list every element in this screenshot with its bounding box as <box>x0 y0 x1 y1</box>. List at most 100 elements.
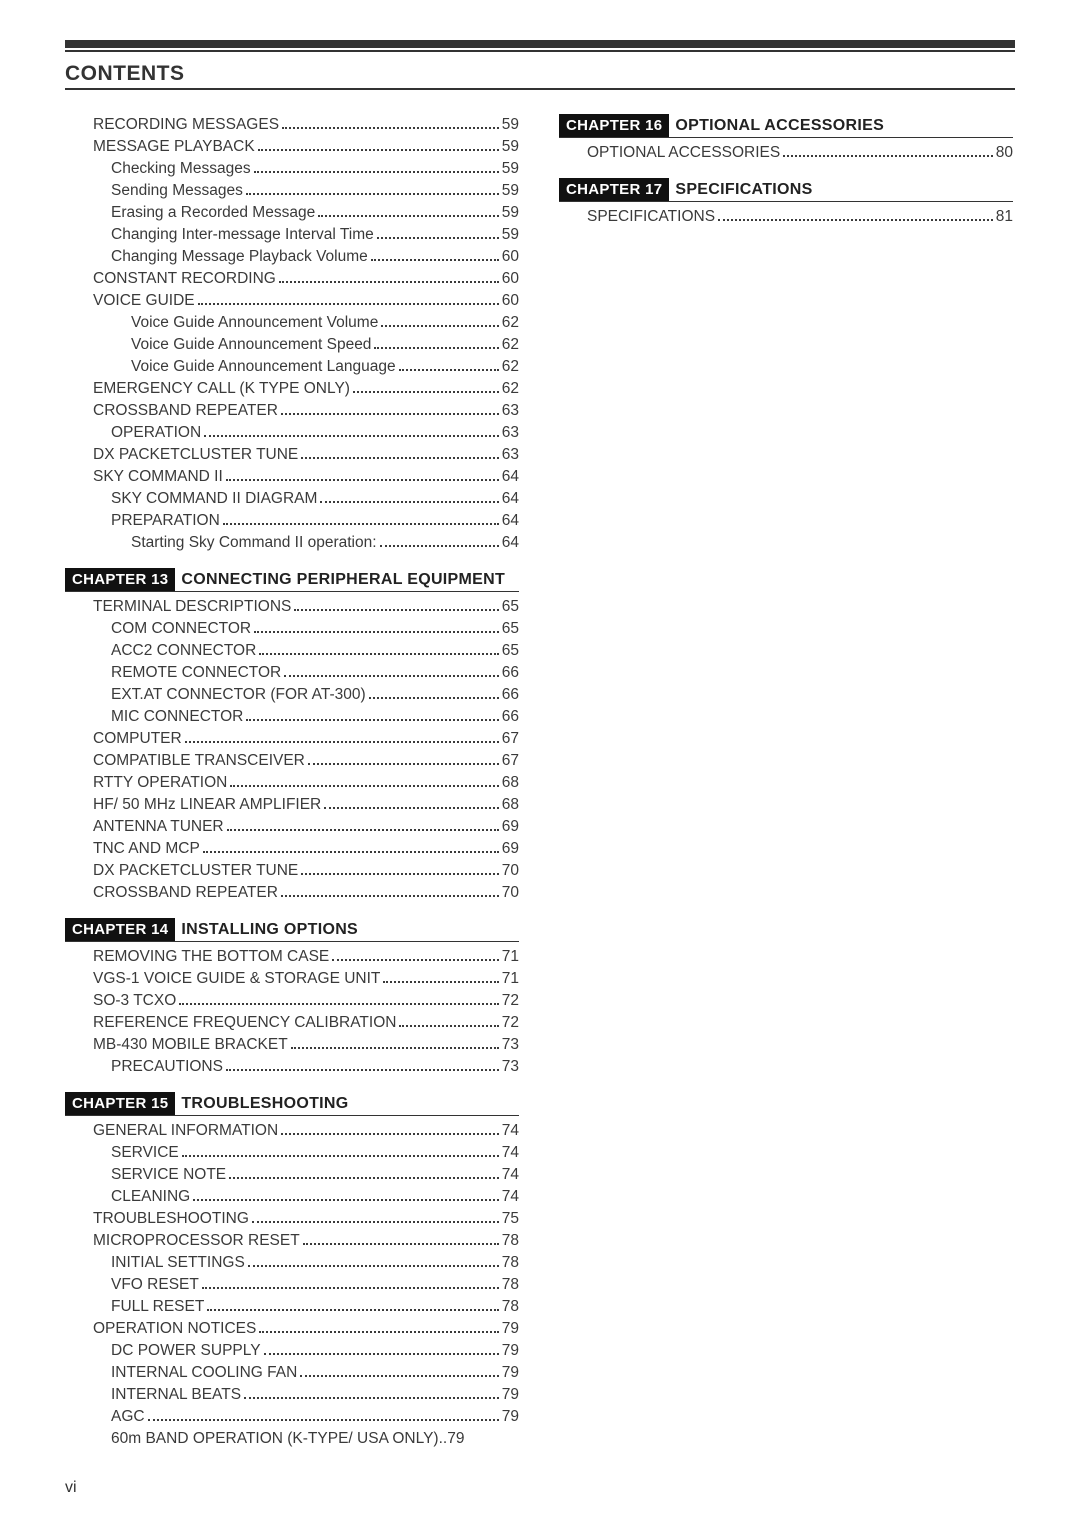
toc-page: 65 <box>502 640 519 662</box>
left-column: RECORDING MESSAGES59MESSAGE PLAYBACK59Ch… <box>65 114 519 1450</box>
toc-label: CLEANING <box>111 1186 190 1208</box>
toc-page: 59 <box>502 224 519 246</box>
toc-leader-dots <box>301 457 498 459</box>
toc-leader-dots <box>259 653 498 655</box>
toc-line: Voice Guide Announcement Volume62 <box>65 312 519 334</box>
toc-leader-dots <box>377 237 499 239</box>
chapter-header: CHAPTER 16OPTIONAL ACCESSORIES <box>559 114 1013 138</box>
toc-leader-dots <box>281 413 499 415</box>
toc-leader-dots <box>281 1133 499 1135</box>
toc-page: 64 <box>502 466 519 488</box>
toc-leader-dots <box>182 1155 499 1157</box>
chapter-badge: CHAPTER 15 <box>65 1092 175 1115</box>
toc-page: 66 <box>502 662 519 684</box>
toc-leader-dots <box>380 545 499 547</box>
toc-line: MIC CONNECTOR 66 <box>65 706 519 728</box>
toc-page: 68 <box>502 794 519 816</box>
heading-underline <box>65 88 1015 90</box>
toc-label: MICROPROCESSOR RESET <box>93 1230 300 1252</box>
toc-line: VOICE GUIDE60 <box>65 290 519 312</box>
toc-leader-dots <box>300 1375 498 1377</box>
toc-label: TERMINAL DESCRIPTIONS <box>93 596 291 618</box>
toc-label: VGS-1 VOICE GUIDE & STORAGE UNIT <box>93 968 380 990</box>
toc-leader-dots <box>264 1353 499 1355</box>
toc-leader-dots <box>254 171 499 173</box>
toc-label: REMOVING THE BOTTOM CASE <box>93 946 329 968</box>
toc-page: 63 <box>502 422 519 444</box>
toc-leader-dots <box>185 741 499 743</box>
toc-label: REFERENCE FREQUENCY CALIBRATION <box>93 1012 396 1034</box>
toc-line: COM CONNECTOR65 <box>65 618 519 640</box>
toc-page: 79 <box>502 1318 519 1340</box>
toc-leader-dots <box>279 281 499 283</box>
toc-line: PREPARATION64 <box>65 510 519 532</box>
toc-line: INTERNAL BEATS79 <box>65 1384 519 1406</box>
toc-line: ACC2 CONNECTOR65 <box>65 640 519 662</box>
toc-line: DX PACKETCLUSTER TUNE70 <box>65 860 519 882</box>
toc-label: VFO RESET <box>111 1274 199 1296</box>
toc-leader-dots <box>248 1265 499 1267</box>
toc-label: OPERATION NOTICES <box>93 1318 256 1340</box>
toc-label: EXT.AT CONNECTOR (FOR AT-300) <box>111 684 366 706</box>
chapter-title: CONNECTING PERIPHERAL EQUIPMENT <box>175 568 519 591</box>
toc-page: 59 <box>502 158 519 180</box>
toc-leader-tight: .. <box>439 1428 448 1450</box>
toc-label: EMERGENCY CALL (K TYPE ONLY) <box>93 378 350 400</box>
toc-line: DX PACKETCLUSTER TUNE63 <box>65 444 519 466</box>
toc-label: Voice Guide Announcement Speed <box>131 334 371 356</box>
toc-label: CONSTANT RECORDING <box>93 268 276 290</box>
toc-label: GENERAL INFORMATION <box>93 1120 278 1142</box>
toc-label: SKY COMMAND II DIAGRAM <box>111 488 317 510</box>
toc-leader-dots <box>246 719 498 721</box>
toc-label: DX PACKETCLUSTER TUNE <box>93 860 298 882</box>
toc-page: 62 <box>502 334 519 356</box>
toc-line: COMPATIBLE TRANSCEIVER67 <box>65 750 519 772</box>
top-rule-thick <box>65 40 1015 48</box>
toc-label: Erasing a Recorded Message <box>111 202 315 224</box>
toc-page: 66 <box>502 706 519 728</box>
toc-label: MIC CONNECTOR <box>111 706 243 728</box>
toc-page: 75 <box>502 1208 519 1230</box>
chapter-header: CHAPTER 14INSTALLING OPTIONS <box>65 918 519 942</box>
toc-line: Changing Inter-message Interval Time59 <box>65 224 519 246</box>
toc-page: 80 <box>996 142 1013 164</box>
toc-line: CROSSBAND REPEATER70 <box>65 882 519 904</box>
toc-line: REMOTE CONNECTOR66 <box>65 662 519 684</box>
toc-line: PRECAUTIONS73 <box>65 1056 519 1078</box>
toc-leader-dots <box>193 1199 499 1201</box>
toc-leader-dots <box>303 1243 499 1245</box>
toc-leader-dots <box>227 829 499 831</box>
toc-label: Voice Guide Announcement Volume <box>131 312 378 334</box>
toc-line: Changing Message Playback Volume60 <box>65 246 519 268</box>
toc-label: SERVICE <box>111 1142 179 1164</box>
toc-line: OPERATION NOTICES 79 <box>65 1318 519 1340</box>
toc-label: INTERNAL BEATS <box>111 1384 241 1406</box>
toc-line: CLEANING74 <box>65 1186 519 1208</box>
toc-label: VOICE GUIDE <box>93 290 195 312</box>
toc-line: INITIAL SETTINGS78 <box>65 1252 519 1274</box>
toc-line: OPERATION63 <box>65 422 519 444</box>
toc-leader-dots <box>198 303 499 305</box>
toc-leader-dots <box>259 1331 498 1333</box>
toc-leader-dots <box>204 435 499 437</box>
toc-page: 78 <box>502 1296 519 1318</box>
toc-leader-dots <box>332 959 498 961</box>
toc-page: 64 <box>502 532 519 554</box>
chapter-title: SPECIFICATIONS <box>669 178 1013 201</box>
toc-page: 72 <box>502 1012 519 1034</box>
toc-line: SKY COMMAND II64 <box>65 466 519 488</box>
toc-line: Voice Guide Announcement Speed 62 <box>65 334 519 356</box>
toc-line: DC POWER SUPPLY79 <box>65 1340 519 1362</box>
toc-leader-dots <box>244 1397 499 1399</box>
toc-page: 74 <box>502 1142 519 1164</box>
toc-page: 71 <box>502 946 519 968</box>
toc-label: 60m BAND OPERATION (K-TYPE/ USA ONLY) <box>111 1428 439 1450</box>
toc-leader-dots <box>383 981 498 983</box>
toc-line: CONSTANT RECORDING60 <box>65 268 519 290</box>
toc-line: OPTIONAL ACCESSORIES80 <box>559 142 1013 164</box>
toc-leader-dots <box>301 873 498 875</box>
toc-line: TROUBLESHOOTING75 <box>65 1208 519 1230</box>
toc-line: EXT.AT CONNECTOR (FOR AT-300)66 <box>65 684 519 706</box>
toc-leader-dots <box>371 259 499 261</box>
toc-label: MB-430 MOBILE BRACKET <box>93 1034 288 1056</box>
